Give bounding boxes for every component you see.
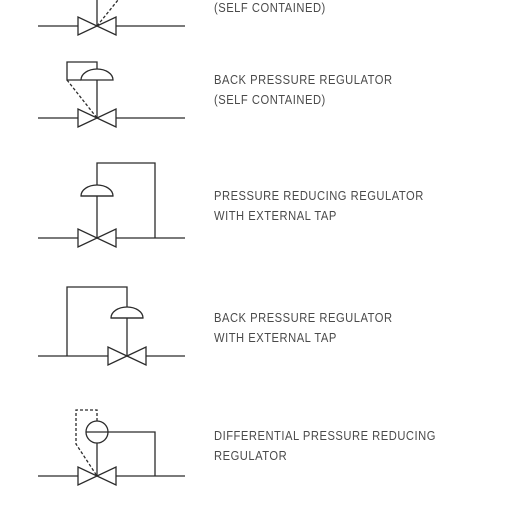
label-line: WITH EXTERNAL TAP xyxy=(214,330,337,345)
label-line: DIFFERENTIAL PRESSURE REDUCING xyxy=(214,428,436,443)
label-line: (SELF CONTAINED) xyxy=(214,92,326,107)
label-line: WITH EXTERNAL TAP xyxy=(214,208,337,223)
legend-label-back-pressure-external-tap: BACK PRESSURE REGULATOR WITH EXTERNAL TA… xyxy=(214,308,393,348)
pressure-reducing-external-tap-symbol xyxy=(38,162,185,249)
back-pressure-self-contained-symbol xyxy=(38,61,185,129)
legend-label-differential-pressure-reducing: DIFFERENTIAL PRESSURE REDUCING REGULATOR xyxy=(214,426,436,466)
label-line: PRESSURE REDUCING REGULATOR xyxy=(214,188,424,203)
legend-label-self-contained: (SELF CONTAINED) xyxy=(214,0,326,18)
label-line: (SELF CONTAINED) xyxy=(214,0,326,15)
differential-pressure-reducing-symbol xyxy=(38,409,185,487)
legend-label-back-pressure-self-contained: BACK PRESSURE REGULATOR (SELF CONTAINED) xyxy=(214,70,393,110)
label-line: REGULATOR xyxy=(214,448,288,463)
self-contained-regulator-symbol xyxy=(38,0,185,37)
back-pressure-external-tap-symbol xyxy=(38,286,185,367)
legend-label-pressure-reducing-external-tap: PRESSURE REDUCING REGULATOR WITH EXTERNA… xyxy=(214,186,424,226)
label-line: BACK PRESSURE REGULATOR xyxy=(214,310,393,325)
label-line: BACK PRESSURE REGULATOR xyxy=(214,72,393,87)
